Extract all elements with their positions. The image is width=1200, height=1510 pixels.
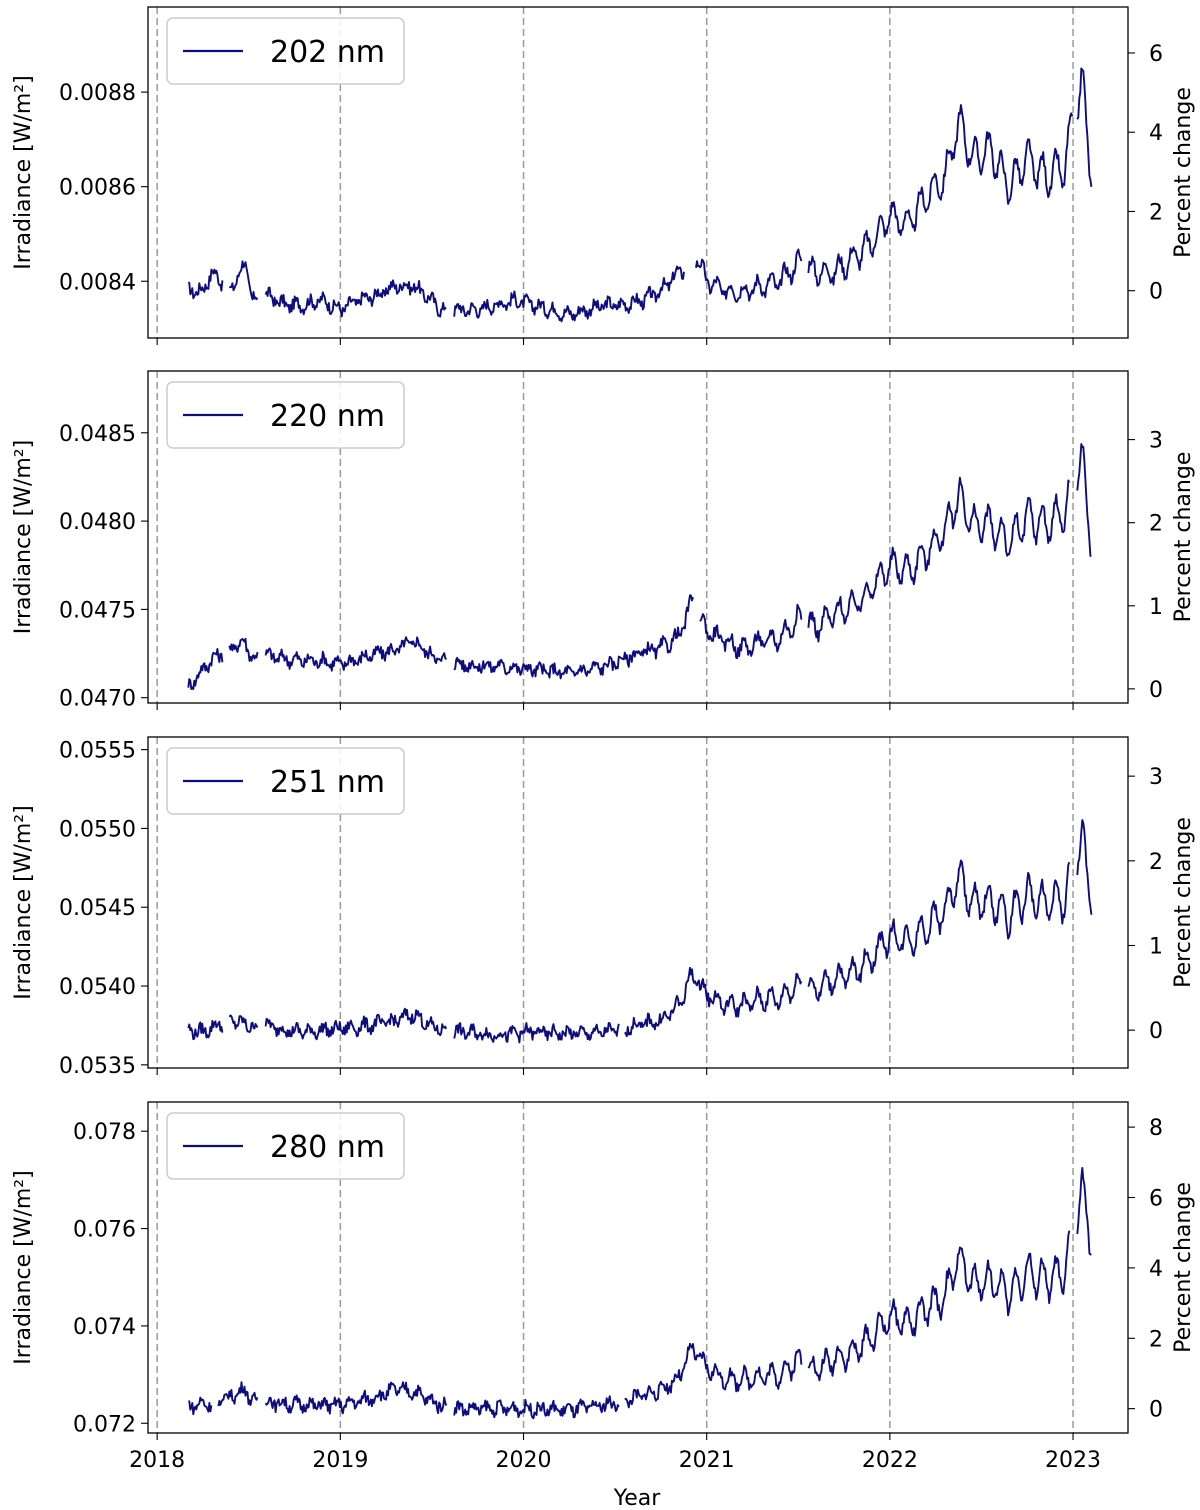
y-left-tick-label: 0.0540 [59, 975, 136, 1000]
y-left-tick-label: 0.0545 [59, 896, 136, 921]
y-right-axis-label: Percent change [1171, 1182, 1196, 1353]
y-left-tick-label: 0.0485 [59, 422, 136, 447]
y-left-tick-label: 0.0475 [59, 598, 136, 623]
legend-label: 251 nm [270, 765, 385, 800]
y-right-tick-label: 2 [1149, 850, 1163, 875]
chart-panel-220-nm: 0.0470 0.0475 0.0480 0.0485 0 1 2 3 220 nm Irradi… [11, 370, 1196, 712]
y-right-axis-label: Percent change [1171, 817, 1196, 988]
legend-label: 280 nm [270, 1130, 385, 1165]
y-left-tick-label: 0.0535 [59, 1054, 136, 1079]
legend-box [166, 1112, 405, 1180]
y-right-tick-label: 0 [1149, 1019, 1163, 1044]
y-left-tick-label: 0.0084 [59, 270, 136, 295]
y-right-tick-label: 0 [1149, 280, 1163, 305]
x-tick-label: 2018 [129, 1448, 185, 1473]
plot-frame [147, 736, 1129, 1069]
chart-panel-202-nm: 0.0084 0.0086 0.0088 0 2 4 6 202 nm Irradiance [… [11, 6, 1196, 345]
series-line [187, 819, 1093, 1044]
series-line [187, 67, 1093, 323]
y-right-tick-label: 0 [1149, 1398, 1163, 1423]
x-tick-label: 2019 [312, 1448, 368, 1473]
legend: 251 nm [166, 747, 405, 815]
y-right-tick-label: 6 [1149, 42, 1163, 67]
plot-frame [147, 6, 1129, 339]
y-right-tick-label: 2 [1149, 1327, 1163, 1352]
plot-frame [147, 370, 1129, 704]
legend-box [166, 381, 405, 449]
legend: 220 nm [166, 381, 405, 449]
y-right-axis-label: Percent change [1171, 452, 1196, 623]
y-right-tick-label: 3 [1149, 429, 1163, 454]
y-right-tick-label: 2 [1149, 200, 1163, 225]
series-line [187, 443, 1092, 691]
x-tick-label: 2021 [679, 1448, 735, 1473]
chart-panel-280-nm: 2018 2019 2020 2021 2022 2023 0.072 0.074 0.076 0… [11, 1101, 1196, 1510]
legend-label: 220 nm [270, 399, 385, 434]
chart-panel-251-nm: 0.0535 0.0540 0.0545 0.0550 0.0555 0 1 2 3 251 nm… [11, 736, 1196, 1079]
y-left-axis-label: Irradiance [W/m²] [11, 440, 36, 634]
y-right-tick-label: 2 [1149, 512, 1163, 537]
y-left-axis-label: Irradiance [W/m²] [11, 805, 36, 999]
x-tick-label: 2022 [862, 1448, 918, 1473]
y-right-tick-label: 6 [1149, 1187, 1163, 1212]
legend-box [166, 747, 405, 815]
x-tick-label: 2020 [496, 1448, 552, 1473]
y-left-tick-label: 0.0555 [59, 739, 136, 764]
y-left-tick-label: 0.0550 [59, 817, 136, 842]
y-left-tick-label: 0.0088 [59, 81, 136, 106]
y-right-axis-label: Percent change [1171, 87, 1196, 258]
y-left-axis-label: Irradiance [W/m²] [11, 1170, 36, 1364]
legend-box [166, 17, 405, 85]
x-axis-label: Year [613, 1486, 662, 1510]
y-left-tick-label: 0.0086 [59, 176, 136, 201]
y-left-tick-label: 0.076 [73, 1218, 136, 1243]
y-right-tick-label: 4 [1149, 121, 1163, 146]
y-right-tick-label: 0 [1149, 678, 1163, 703]
y-right-tick-label: 4 [1149, 1257, 1163, 1282]
x-tick-label: 2023 [1045, 1448, 1101, 1473]
y-left-tick-label: 0.072 [73, 1412, 136, 1437]
y-left-tick-label: 0.0470 [59, 687, 136, 712]
y-left-tick-label: 0.074 [73, 1315, 136, 1340]
plot-frame [147, 1101, 1129, 1434]
y-left-tick-label: 0.078 [73, 1120, 136, 1145]
y-right-tick-label: 1 [1149, 595, 1163, 620]
y-right-tick-label: 3 [1149, 765, 1163, 790]
y-right-tick-label: 1 [1149, 934, 1163, 959]
legend: 202 nm [166, 17, 405, 85]
series-line [188, 1166, 1092, 1420]
y-left-axis-label: Irradiance [W/m²] [11, 75, 36, 269]
legend-label: 202 nm [270, 35, 385, 70]
y-left-tick-label: 0.0480 [59, 510, 136, 535]
legend: 280 nm [166, 1112, 405, 1180]
y-right-tick-label: 8 [1149, 1116, 1163, 1141]
